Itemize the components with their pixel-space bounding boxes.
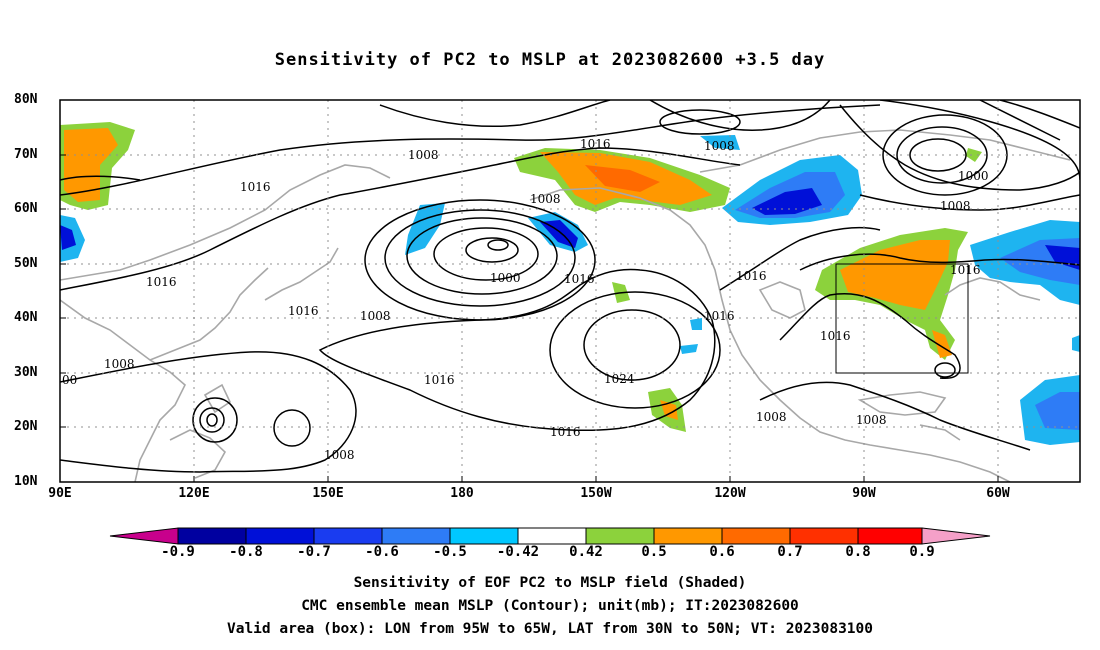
valid-area-box xyxy=(835,263,969,374)
colorbar-swatch xyxy=(653,527,723,545)
contour-label: 1016 xyxy=(550,425,581,439)
lon-label: 90E xyxy=(48,486,72,501)
lon-label: 180 xyxy=(450,486,474,501)
shade-negative xyxy=(752,188,822,215)
lat-label: 60N xyxy=(14,201,38,216)
contour-label: 1016 xyxy=(146,275,177,289)
colorbar-swatch xyxy=(177,527,247,545)
lon-label: 150W xyxy=(580,486,612,501)
shade-positive xyxy=(585,165,660,192)
lon-label: 120E xyxy=(178,486,210,501)
colorbar-swatch xyxy=(585,527,655,545)
shading-layer xyxy=(60,122,1080,445)
contour-label: 1016 xyxy=(564,272,595,286)
shade-negative xyxy=(1072,335,1080,352)
colorbar-label: -0.9 xyxy=(161,544,195,560)
shade-negative xyxy=(700,135,740,150)
axis-ticks xyxy=(60,154,999,482)
shade-negative xyxy=(60,225,76,250)
contour-label: 1008 xyxy=(530,192,561,206)
colorbar-swatch xyxy=(245,527,315,545)
contour-label: 1016 xyxy=(240,180,271,194)
lon-label: 90W xyxy=(852,486,876,501)
contour-label: 1024 xyxy=(604,372,635,386)
colorbar-label: 0.42 xyxy=(569,544,603,560)
colorbar-swatch xyxy=(789,527,859,545)
map-frame xyxy=(59,99,1081,483)
lat-label: 80N xyxy=(14,92,38,107)
contour-label: 1008 xyxy=(104,357,135,371)
shade-negative xyxy=(690,318,702,330)
lon-label: 150E xyxy=(312,486,344,501)
shade-positive xyxy=(932,330,952,358)
contour-label: 1008 xyxy=(408,148,439,162)
shade-negative xyxy=(1035,392,1080,430)
shade-positive xyxy=(840,240,950,310)
contour-label: 1000 xyxy=(958,169,989,183)
caption-line-1: Sensitivity of EOF PC2 to MSLP field (Sh… xyxy=(353,575,747,591)
lat-label: 50N xyxy=(14,256,38,271)
shade-positive xyxy=(64,128,118,202)
colorbar-label: -0.6 xyxy=(365,544,399,560)
colorbar-swatch xyxy=(313,527,383,545)
contour-labels: 1008 1016 1016 1008 1000 1016 1016 1016 … xyxy=(62,137,989,462)
contour-label: 1008 xyxy=(360,309,391,323)
colorbar-label: -0.5 xyxy=(433,544,467,560)
caption-line-2: CMC ensemble mean MSLP (Contour); unit(m… xyxy=(301,598,799,614)
contour-label: 1016 xyxy=(736,269,767,283)
lat-label: 30N xyxy=(14,365,38,380)
contour-label: 1008 xyxy=(940,199,971,213)
contour-label: 1008 xyxy=(704,139,735,153)
contour-label: 1016 xyxy=(704,309,735,323)
lat-label: 70N xyxy=(14,147,38,162)
colorbar-label: 0.6 xyxy=(709,544,735,560)
colorbar-left-triangle xyxy=(109,527,179,545)
colorbar-swatch xyxy=(449,527,519,545)
colorbar-swatch xyxy=(721,527,791,545)
contour-label: 1008 xyxy=(856,413,887,427)
colorbar-swatch xyxy=(381,527,451,545)
contour-label: 1016 xyxy=(820,329,851,343)
lat-label: 10N xyxy=(14,474,38,489)
contour-label: 1016 xyxy=(950,263,981,277)
chart-title: Sensitivity of PC2 to MSLP at 2023082600… xyxy=(274,50,826,70)
lon-label: 60W xyxy=(986,486,1010,501)
colorbar-label: -0.8 xyxy=(229,544,263,560)
shade-positive xyxy=(966,148,982,162)
colorbar-label: 0.7 xyxy=(777,544,803,560)
colorbar-label: 0.5 xyxy=(641,544,667,560)
colorbar-label: 0.8 xyxy=(845,544,871,560)
contour-label: 00 xyxy=(62,373,77,387)
caption-line-3: Valid area (box): LON from 95W to 65W, L… xyxy=(226,621,873,637)
contour-label: 1016 xyxy=(424,373,455,387)
lat-label: 20N xyxy=(14,419,38,434)
coastlines xyxy=(60,129,1071,482)
contour-label: 1000 xyxy=(490,271,521,285)
shade-negative xyxy=(680,344,698,354)
graticule xyxy=(60,100,1080,482)
colorbar-right-triangle xyxy=(921,527,991,545)
colorbar-label: -0.7 xyxy=(297,544,331,560)
colorbar-label: -0.42 xyxy=(496,544,540,560)
colorbar-label: 0.9 xyxy=(909,544,935,560)
contour-label: 1008 xyxy=(324,448,355,462)
contour-label: 1016 xyxy=(580,137,611,151)
contour-label: 1016 xyxy=(288,304,319,318)
contour-label: 1008 xyxy=(756,410,787,424)
colorbar-swatch xyxy=(517,527,587,545)
lat-label: 40N xyxy=(14,310,38,325)
colorbar-swatch xyxy=(857,527,923,545)
lon-label: 120W xyxy=(714,486,746,501)
mslp-contours xyxy=(60,100,1080,473)
colorbar xyxy=(109,527,991,545)
